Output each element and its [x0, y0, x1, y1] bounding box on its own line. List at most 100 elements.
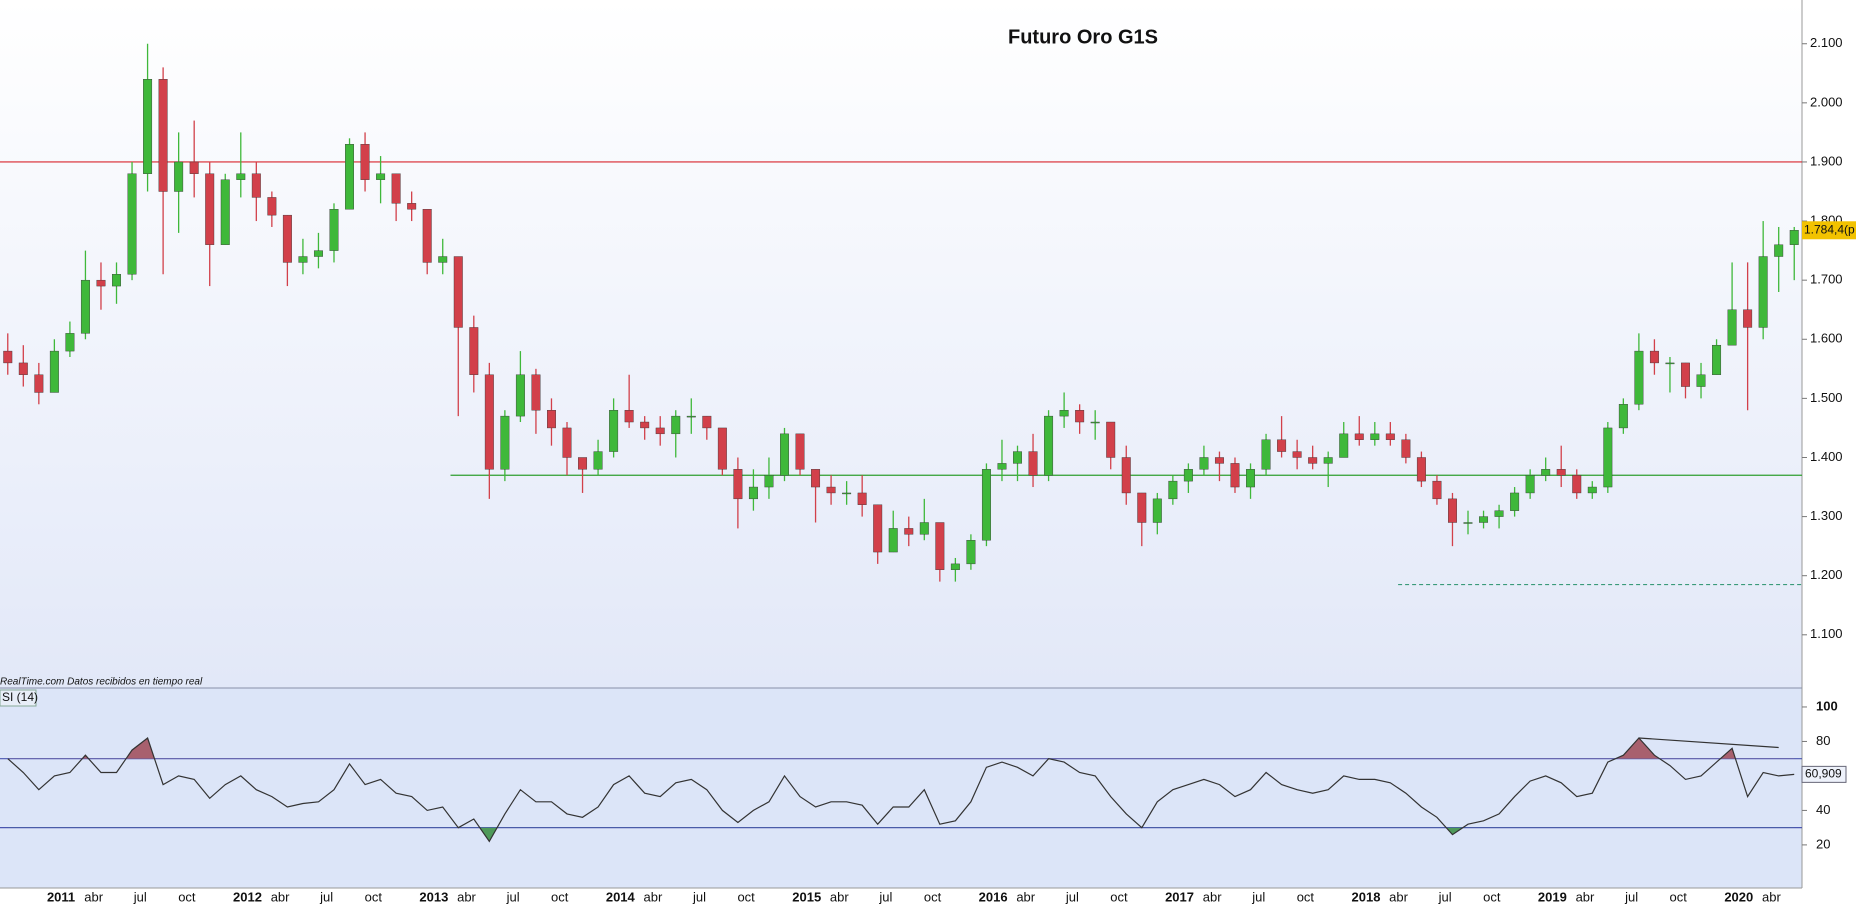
x-tick-label: abr: [457, 889, 476, 904]
candle-body: [174, 161, 184, 192]
x-tick-label: abr: [1016, 889, 1035, 904]
candle-body: [562, 427, 572, 458]
candle-body: [1292, 451, 1302, 458]
x-tick-label: oct: [1483, 889, 1501, 904]
candle-body: [1199, 457, 1209, 470]
candle-body: [376, 173, 386, 180]
candle-body: [1758, 256, 1768, 328]
candle-body: [143, 79, 153, 174]
candle-body: [1370, 433, 1380, 440]
x-tick-label: 2017: [1165, 889, 1194, 904]
candle-body: [267, 197, 277, 216]
x-tick-label: jul: [692, 889, 706, 904]
candle-body: [18, 362, 28, 375]
x-tick-label: oct: [178, 889, 196, 904]
candle-body: [80, 279, 90, 334]
candle-body: [96, 279, 106, 287]
candle-body: [593, 451, 603, 470]
y-tick-label: 1.700: [1810, 272, 1843, 287]
candle-body: [780, 433, 789, 476]
candle-body: [453, 256, 463, 328]
candle-body: [220, 179, 230, 245]
x-tick-label: oct: [1110, 889, 1128, 904]
candle-body: [298, 256, 308, 263]
candle-body: [345, 144, 354, 210]
candle-body: [997, 463, 1007, 470]
candle-body: [1214, 457, 1224, 464]
candle-body: [671, 415, 681, 435]
candle-body: [1183, 469, 1193, 482]
x-tick-label: abr: [1389, 889, 1408, 904]
x-tick-label: jul: [319, 889, 333, 904]
candle-body: [1401, 439, 1411, 458]
last-rsi-label: 60,909: [1805, 767, 1842, 781]
candle-body: [733, 469, 743, 500]
x-tick-label: jul: [1624, 889, 1638, 904]
x-tick-label: jul: [133, 889, 147, 904]
candle-body: [112, 274, 121, 287]
x-tick-label: oct: [1297, 889, 1315, 904]
candle-body: [127, 173, 137, 275]
candle-body: [531, 374, 541, 411]
candle-body: [811, 469, 821, 488]
x-tick-label: abr: [84, 889, 103, 904]
candle-body: [826, 486, 836, 494]
x-tick-label: abr: [271, 889, 290, 904]
candle-body: [1354, 433, 1364, 440]
y-tick-label: 20: [1816, 836, 1830, 851]
candle-body: [1649, 350, 1659, 364]
candle-body: [1044, 415, 1054, 476]
candle-body: [1277, 439, 1287, 452]
candle-body: [1385, 433, 1395, 440]
candle-body: [407, 203, 417, 210]
y-tick-label: 1.500: [1810, 390, 1843, 405]
candle-body: [1308, 457, 1318, 464]
candle-body: [1246, 469, 1255, 488]
candle-body: [640, 421, 650, 429]
candle-body: [34, 374, 44, 393]
x-tick-label: abr: [644, 889, 663, 904]
candle-body: [1106, 421, 1116, 458]
x-tick-label: oct: [365, 889, 383, 904]
x-tick-label: 2020: [1724, 889, 1753, 904]
y-tick-label: 1.200: [1810, 567, 1843, 582]
candle-body: [888, 528, 898, 553]
x-tick-label: 2016: [979, 889, 1008, 904]
candle-body: [1168, 480, 1178, 500]
rsi-line: [7, 737, 1795, 843]
y-tick-label: 1.900: [1810, 153, 1843, 168]
candle-body: [205, 173, 215, 245]
candle-body: [65, 333, 75, 352]
x-tick-label: jul: [506, 889, 520, 904]
candle-body: [935, 522, 945, 570]
candle-body: [842, 492, 852, 495]
candle-body: [1696, 374, 1706, 387]
candle-body: [1090, 421, 1100, 424]
x-tick-label: oct: [1670, 889, 1688, 904]
candle-body: [1603, 427, 1613, 488]
candle-body: [1634, 350, 1644, 405]
candle-body: [857, 492, 867, 505]
candle-body: [873, 504, 883, 553]
x-tick-label: 2013: [419, 889, 448, 904]
chart-title: Futuro Oro G1S: [1008, 26, 1158, 48]
candle-body: [391, 173, 401, 204]
candle-body: [717, 427, 727, 470]
x-tick-label: 2012: [233, 889, 262, 904]
candle-body: [686, 415, 696, 418]
candle-body: [1681, 362, 1690, 387]
candle-body: [1510, 492, 1520, 511]
candle-body: [1618, 404, 1628, 429]
plot: 1.1001.2001.3001.4001.5001.6001.7001.800…: [0, 35, 1856, 904]
candle-body: [1339, 433, 1349, 458]
candle-body: [919, 522, 929, 535]
candle-body: [484, 374, 494, 470]
x-tick-label: oct: [551, 889, 569, 904]
candle-body: [1541, 469, 1551, 476]
y-tick-label: 1.400: [1810, 449, 1843, 464]
y-tick-label: 1.600: [1810, 331, 1843, 346]
candle-body: [547, 409, 556, 429]
candle-body: [609, 409, 619, 452]
candle-body: [1432, 480, 1442, 500]
x-tick-label: oct: [924, 889, 942, 904]
